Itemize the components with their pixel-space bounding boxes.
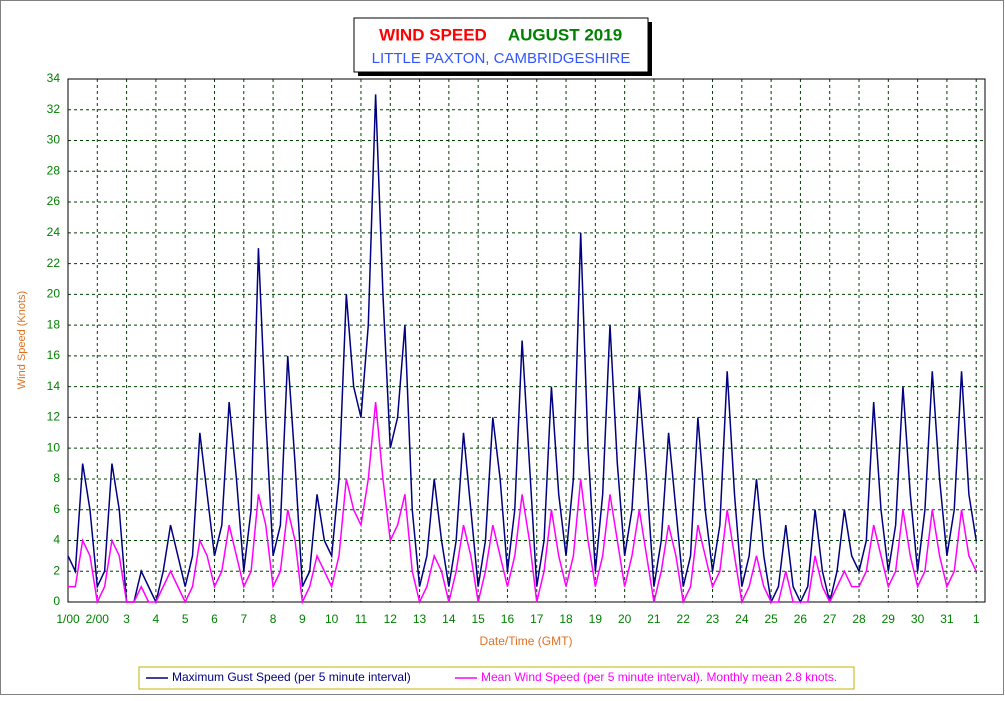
x-tick-label: 18 [559,612,573,626]
plot-border [67,78,986,603]
x-tick-label: 8 [270,612,277,626]
x-tick-label: 19 [589,612,603,626]
x-tick-label: 23 [706,612,720,626]
y-tick-label: 0 [53,594,60,608]
chart-subtitle: LITTLE PAXTON, CAMBRIDGESHIRE [372,50,631,67]
y-tick-label: 32 [47,102,61,116]
x-tick-label: 29 [882,612,896,626]
legend-label: Mean Wind Speed (per 5 minute interval).… [481,670,837,684]
y-tick-label: 2 [53,563,60,577]
x-tick-label: 26 [794,612,808,626]
x-tick-label: 10 [325,612,339,626]
x-tick-label: 16 [501,612,515,626]
chart-title: WIND SPEED [379,25,487,44]
y-tick-label: 8 [53,471,60,485]
x-tick-label: 17 [530,612,544,626]
y-tick-label: 28 [47,163,61,177]
y-tick-label: 24 [47,225,61,239]
y-tick-label: 18 [47,317,61,331]
x-tick-label: 25 [764,612,778,626]
x-tick-label: 15 [471,612,485,626]
x-tick-label: 3 [123,612,130,626]
y-tick-label: 4 [53,533,60,547]
plot-area [68,79,985,602]
x-tick-label: 24 [735,612,749,626]
y-tick-label: 16 [47,348,61,362]
x-tick-label: 27 [823,612,837,626]
x-tick-label: 31 [940,612,954,626]
y-tick-label: 30 [47,133,61,147]
x-tick-label: 30 [911,612,925,626]
x-tick-label: 9 [299,612,306,626]
series-line [68,401,977,605]
x-tick-label: 14 [442,612,456,626]
y-tick-label: 20 [47,287,61,301]
x-tick-label: 4 [153,612,160,626]
x-tick-label: 21 [647,612,661,626]
x-tick-label: 1 [973,612,980,626]
x-tick-label: 7 [240,612,247,626]
chart-date: AUGUST 2019 [508,25,622,44]
y-tick-label: 14 [47,379,61,393]
x-tick-label: 2/00 [86,612,110,626]
x-tick-label: 22 [677,612,691,626]
x-tick-label: 12 [384,612,398,626]
y-axis-label: Wind Speed (Knots) [16,291,28,389]
x-tick-label: 13 [413,612,427,626]
x-tick-label: 5 [182,612,189,626]
series-line [67,94,977,605]
x-tick-label: 1/00 [56,612,80,626]
x-tick-label: 6 [211,612,218,626]
y-tick-label: 6 [53,502,60,516]
title-box [353,17,649,73]
legend-box [138,666,855,690]
x-tick-label: 11 [355,612,368,626]
y-tick-label: 22 [47,256,61,270]
y-tick-label: 26 [47,194,61,208]
x-axis-label: Date/Time (GMT) [480,634,573,648]
legend-label: Maximum Gust Speed (per 5 minute interva… [172,670,411,684]
x-tick-label: 28 [852,612,866,626]
x-tick-label: 20 [618,612,632,626]
y-tick-label: 10 [47,440,61,454]
y-tick-label: 34 [47,71,61,85]
y-tick-label: 12 [47,410,61,424]
